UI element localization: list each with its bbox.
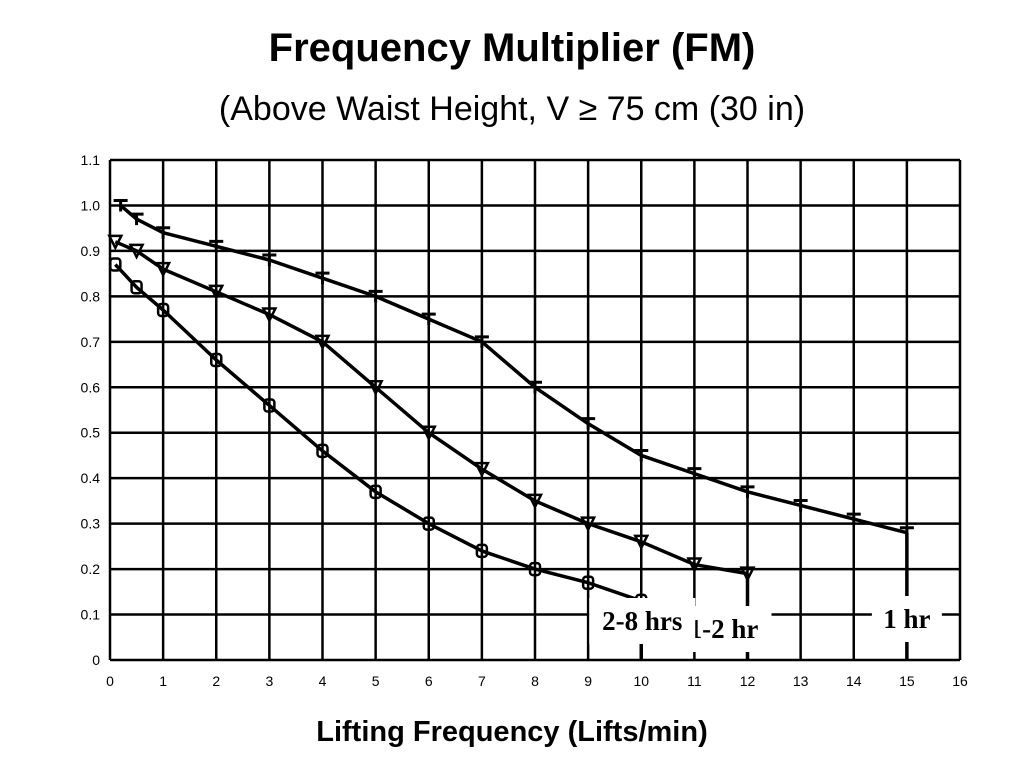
data-point bbox=[581, 417, 596, 430]
y-tick-label: 0.1 bbox=[81, 607, 101, 623]
y-tick-label: 0.2 bbox=[81, 561, 101, 577]
data-point bbox=[634, 448, 649, 462]
axis-ticks: 0 1 2 3 4 5 6 7 8 9 10 11 12 13 14 15 1600.10.20.30.40.5… bbox=[81, 152, 968, 689]
data-point bbox=[528, 380, 542, 394]
y-tick-label: 0.5 bbox=[81, 425, 101, 441]
x-tick-label: 6 bbox=[425, 673, 433, 689]
x-tick-label: 10 bbox=[633, 673, 649, 689]
data-point bbox=[314, 334, 331, 351]
y-tick-label: 1.1 bbox=[81, 152, 101, 168]
data-point bbox=[113, 198, 128, 212]
data-point bbox=[155, 261, 172, 278]
data-point bbox=[263, 398, 276, 413]
x-tick-label: 9 bbox=[584, 673, 592, 689]
data-point bbox=[739, 566, 756, 583]
data-point bbox=[107, 234, 124, 251]
data-point bbox=[526, 493, 544, 510]
x-tick-label: 16 bbox=[952, 673, 968, 689]
x-tick-label: 2 bbox=[212, 673, 220, 689]
series-label: 2-8 hrs bbox=[602, 606, 682, 636]
y-tick-label: 0.9 bbox=[81, 243, 101, 259]
data-point bbox=[899, 526, 914, 539]
chart-subtitle: (Above Waist Height, V ≥ 75 cm (30 in) bbox=[218, 90, 806, 128]
data-point bbox=[369, 484, 382, 500]
data-point bbox=[420, 425, 437, 442]
x-tick-label: 3 bbox=[265, 673, 273, 689]
series-label: 1 hr bbox=[883, 604, 930, 634]
y-tick-label: 0.3 bbox=[81, 516, 101, 532]
data-point bbox=[210, 352, 223, 368]
data-point bbox=[473, 461, 490, 478]
x-tick-label: 1 bbox=[159, 673, 167, 689]
y-tick-label: 0.7 bbox=[81, 334, 101, 350]
series-markers bbox=[107, 198, 914, 609]
data-point bbox=[367, 380, 384, 397]
x-axis-label: Lifting Frequency (Lifts/min) bbox=[316, 716, 708, 748]
data-point bbox=[128, 243, 145, 260]
y-tick-label: 0.6 bbox=[81, 379, 101, 395]
data-point bbox=[686, 557, 703, 574]
x-tick-label: 14 bbox=[846, 673, 862, 689]
x-tick-label: 5 bbox=[372, 673, 380, 689]
y-tick-label: 0.8 bbox=[81, 288, 101, 304]
y-tick-label: 0.4 bbox=[81, 470, 101, 486]
data-point bbox=[156, 226, 171, 239]
series-line bbox=[119, 204, 908, 535]
data-point bbox=[130, 280, 143, 295]
x-tick-label: 15 bbox=[899, 673, 915, 689]
data-point bbox=[528, 561, 542, 577]
data-point bbox=[633, 534, 650, 551]
x-tick-label: 8 bbox=[531, 673, 539, 689]
x-tick-label: 13 bbox=[793, 673, 809, 689]
data-point bbox=[474, 335, 489, 348]
data-point bbox=[422, 516, 435, 531]
data-point bbox=[581, 575, 595, 590]
data-point bbox=[580, 516, 597, 533]
data-point bbox=[129, 212, 144, 226]
chart-title: Frequency Multiplier (FM) bbox=[268, 26, 756, 70]
data-point bbox=[793, 498, 808, 512]
x-tick-label: 12 bbox=[740, 673, 756, 689]
y-tick-label: 1.0 bbox=[81, 197, 101, 213]
x-tick-label: 11 bbox=[687, 673, 702, 689]
frequency-multiplier-chart: 0 1 2 3 4 5 6 7 8 9 10 11 12 13 14 15 1600.10.20.30.40.5… bbox=[81, 152, 968, 689]
data-point bbox=[208, 284, 225, 301]
series-label-box bbox=[589, 598, 696, 644]
data-point bbox=[740, 485, 755, 498]
series-label: 1-2 hr bbox=[689, 614, 759, 644]
data-point bbox=[316, 443, 329, 459]
x-tick-label: 7 bbox=[478, 673, 486, 689]
data-point bbox=[846, 512, 861, 526]
series-labels: 1 hr 1-2 hr2-8 hrs bbox=[589, 596, 942, 652]
data-point bbox=[156, 302, 170, 318]
data-point bbox=[368, 289, 383, 303]
data-point bbox=[475, 543, 489, 559]
data-point bbox=[262, 253, 277, 266]
data-point bbox=[209, 239, 224, 253]
data-point bbox=[261, 307, 278, 324]
y-tick-label: 0 bbox=[92, 652, 100, 668]
data-point bbox=[109, 257, 122, 272]
x-tick-label: 0 bbox=[106, 673, 114, 689]
series-line bbox=[114, 240, 748, 576]
data-point bbox=[421, 312, 436, 326]
chart-grid bbox=[108, 158, 962, 662]
series-label-box bbox=[871, 596, 942, 642]
x-tick-label: 4 bbox=[319, 673, 327, 689]
data-point bbox=[687, 467, 702, 480]
data-point bbox=[315, 271, 330, 285]
